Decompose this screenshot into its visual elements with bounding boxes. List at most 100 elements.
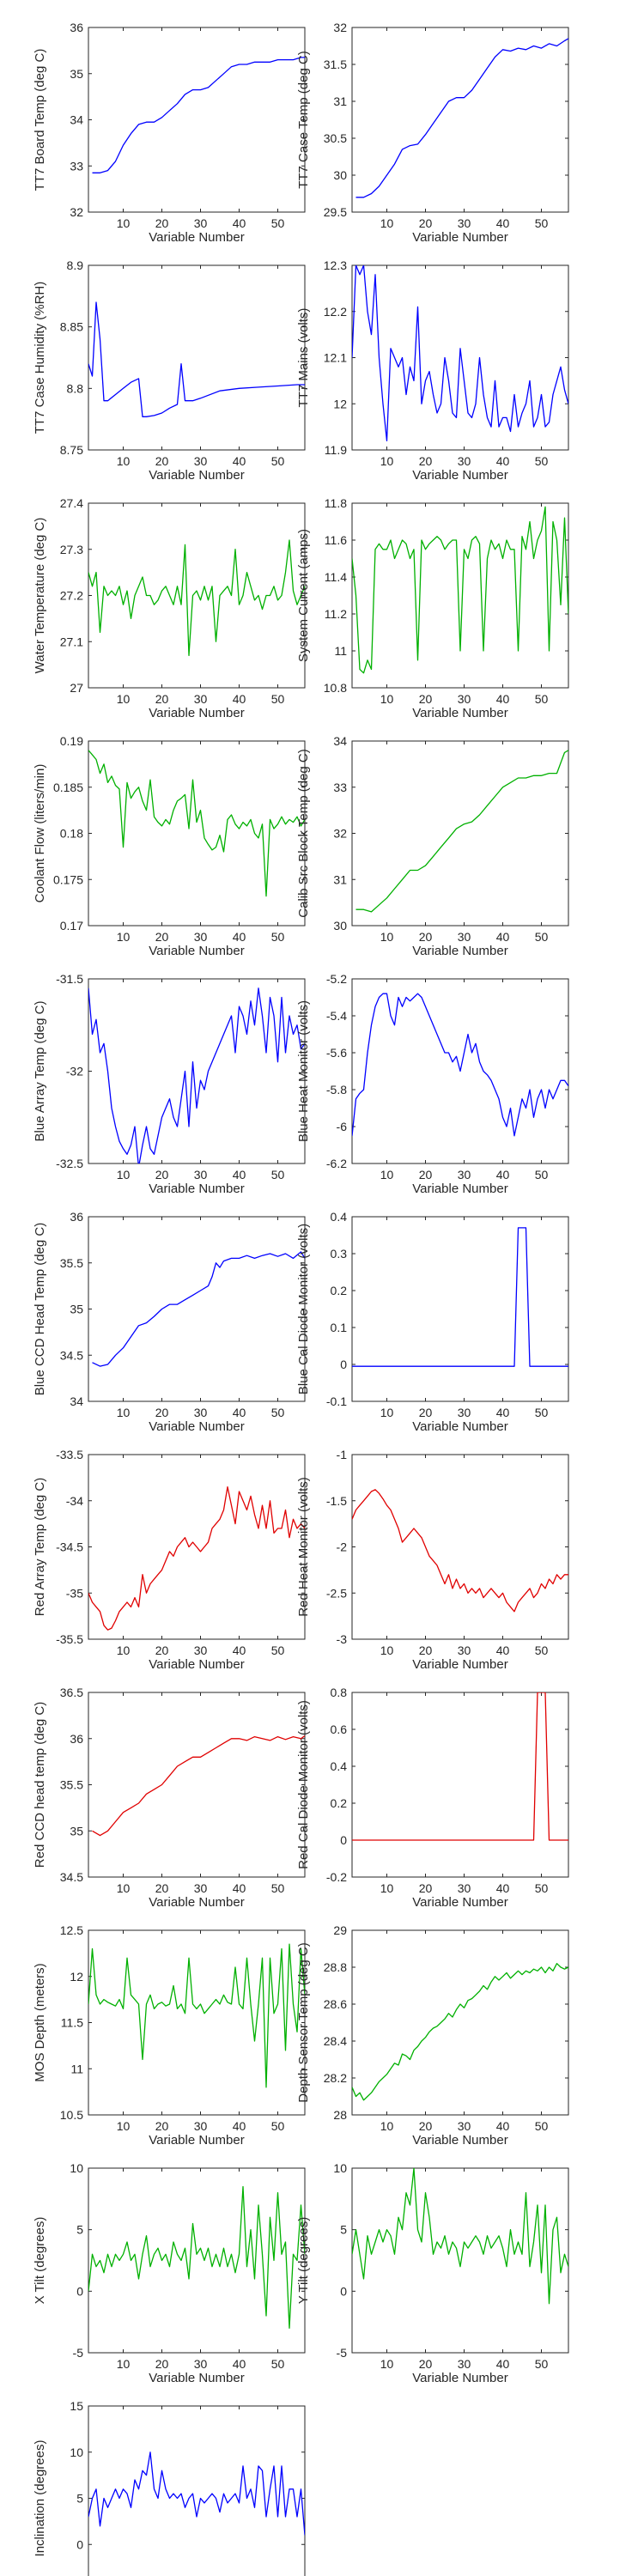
x-tick-label: 50 bbox=[535, 1643, 549, 1657]
chart-panel-19: 10 20 30 40 50 -5 0 5 10 Variable Number Y Tilt (d… bbox=[296, 2161, 569, 2385]
x-tick-label: 50 bbox=[271, 692, 285, 706]
x-tick-label: 50 bbox=[535, 1168, 549, 1182]
y-tick-label: -0.1 bbox=[326, 1394, 347, 1408]
series-line bbox=[352, 1227, 568, 1367]
plot-frame bbox=[351, 2167, 569, 2354]
x-tick-label: 50 bbox=[271, 930, 285, 944]
y-axis-label: Red Array Temp (deg C) bbox=[33, 1478, 47, 1616]
plot-frame bbox=[351, 1216, 569, 1402]
x-tick-label: 20 bbox=[419, 2357, 433, 2371]
x-tick-label: 50 bbox=[535, 2357, 549, 2371]
series-line bbox=[88, 1485, 305, 1631]
y-tick-label: 12.5 bbox=[60, 1923, 83, 1937]
series-line bbox=[88, 987, 305, 1163]
y-tick-label: 11.5 bbox=[61, 2016, 83, 2030]
x-tick-label: 20 bbox=[419, 692, 433, 706]
y-tick-label: 30 bbox=[333, 919, 347, 933]
y-tick-label: 34.5 bbox=[60, 1870, 83, 1884]
x-tick-label: 50 bbox=[535, 1406, 549, 1419]
x-tick-label: 40 bbox=[496, 930, 510, 944]
x-tick-label: 50 bbox=[535, 454, 549, 468]
series-line bbox=[88, 539, 305, 657]
y-tick-label: 0 bbox=[340, 1358, 347, 1371]
x-axis-label: Variable Number bbox=[149, 2371, 244, 2385]
y-tick-label: 0.18 bbox=[60, 827, 83, 841]
plot-frame bbox=[88, 27, 306, 213]
x-axis-label: Variable Number bbox=[412, 2133, 507, 2148]
y-tick-label: -34 bbox=[66, 1494, 83, 1508]
y-tick-label: 32 bbox=[70, 205, 83, 219]
x-axis-label: Variable Number bbox=[149, 1657, 244, 1672]
y-tick-label: 36 bbox=[70, 1210, 83, 1224]
x-tick-label: 10 bbox=[117, 1643, 131, 1657]
plot-frame bbox=[351, 1929, 569, 2116]
y-tick-label: 8.8 bbox=[67, 381, 84, 395]
y-tick-label: 0.6 bbox=[331, 1722, 348, 1736]
x-axis-label: Variable Number bbox=[149, 1419, 244, 1434]
series-line bbox=[355, 750, 568, 913]
x-tick-label: 40 bbox=[496, 2119, 510, 2133]
y-tick-label: -6 bbox=[337, 1120, 348, 1133]
series-line bbox=[88, 750, 305, 897]
x-tick-label: 20 bbox=[155, 2357, 169, 2371]
x-tick-label: 30 bbox=[458, 216, 471, 230]
y-tick-label: 0.3 bbox=[331, 1247, 348, 1261]
series-line bbox=[88, 2185, 305, 2329]
y-tick-label: 11 bbox=[334, 644, 347, 658]
x-tick-label: 10 bbox=[117, 2357, 131, 2371]
series-line bbox=[355, 38, 568, 198]
y-tick-label: 5 bbox=[340, 2223, 347, 2237]
y-tick-label: -2.5 bbox=[326, 1586, 347, 1600]
y-tick-label: 36 bbox=[70, 21, 83, 34]
y-tick-label: -3 bbox=[337, 1632, 348, 1646]
chart-panel-4: 10 20 30 40 50 27 27.1 27.2 27.3 27.4 Variable Num… bbox=[33, 496, 306, 720]
x-tick-label: 10 bbox=[380, 930, 394, 944]
x-tick-label: 30 bbox=[194, 1168, 208, 1182]
x-axis-label: Variable Number bbox=[412, 1419, 507, 1434]
y-tick-label: 0 bbox=[76, 2537, 83, 2551]
y-tick-label: 33 bbox=[70, 159, 83, 173]
chart-panel-15: 10 20 30 40 50 -0.2 0 0.2 0.4 0.6 0.8 Variable Numb… bbox=[296, 1686, 569, 1910]
x-tick-label: 40 bbox=[496, 1168, 510, 1182]
y-tick-label: 34 bbox=[333, 734, 347, 748]
x-tick-label: 10 bbox=[380, 216, 394, 230]
chart-panel-0: 10 20 30 40 50 32 33 34 35 36 Variable Number TT7 B… bbox=[33, 21, 306, 245]
x-tick-label: 20 bbox=[419, 1168, 433, 1182]
x-tick-label: 50 bbox=[535, 1881, 549, 1895]
x-tick-label: 10 bbox=[380, 454, 394, 468]
y-axis-label: Red Cal Diode Monitor (volts) bbox=[296, 1700, 311, 1869]
y-tick-label: -32 bbox=[66, 1065, 83, 1078]
x-tick-label: 20 bbox=[155, 1643, 169, 1657]
y-tick-label: 34 bbox=[70, 113, 83, 127]
x-tick-label: 20 bbox=[155, 1406, 169, 1419]
y-tick-label: 32 bbox=[333, 21, 347, 34]
y-tick-label: 0.175 bbox=[53, 872, 83, 886]
y-tick-label: 0.2 bbox=[331, 1284, 348, 1297]
x-axis-label: Variable Number bbox=[412, 468, 507, 483]
y-tick-label: 27.3 bbox=[60, 543, 83, 556]
y-tick-label: -34.5 bbox=[56, 1540, 83, 1554]
x-tick-label: 40 bbox=[496, 692, 510, 706]
x-tick-label: 30 bbox=[194, 216, 208, 230]
x-axis-label: Variable Number bbox=[149, 944, 244, 958]
y-tick-label: -1.5 bbox=[326, 1494, 347, 1508]
x-tick-label: 20 bbox=[419, 216, 433, 230]
y-tick-label: 35 bbox=[70, 1303, 83, 1316]
y-tick-label: 0 bbox=[340, 1833, 347, 1847]
plot-frame bbox=[88, 1216, 306, 1402]
y-tick-label: 34.5 bbox=[60, 1348, 83, 1362]
y-axis-label: Depth Sensor Temp (deg C) bbox=[296, 1942, 311, 2102]
x-tick-label: 10 bbox=[380, 1406, 394, 1419]
x-tick-label: 20 bbox=[155, 454, 169, 468]
x-tick-label: 10 bbox=[117, 2119, 131, 2133]
y-tick-label: -5.2 bbox=[326, 972, 347, 986]
x-tick-label: 50 bbox=[535, 2119, 549, 2133]
chart-panel-16: 10 20 30 40 50 10.5 11 11.5 12 12.5 Variable Numbe… bbox=[33, 1923, 306, 2148]
x-tick-label: 30 bbox=[194, 2119, 208, 2133]
x-tick-label: 30 bbox=[458, 930, 471, 944]
y-tick-label: 27 bbox=[70, 681, 83, 695]
x-tick-label: 50 bbox=[271, 2119, 285, 2133]
x-tick-label: 30 bbox=[458, 2119, 471, 2133]
x-tick-label: 50 bbox=[271, 1406, 285, 1419]
y-tick-label: 36 bbox=[70, 1732, 83, 1746]
